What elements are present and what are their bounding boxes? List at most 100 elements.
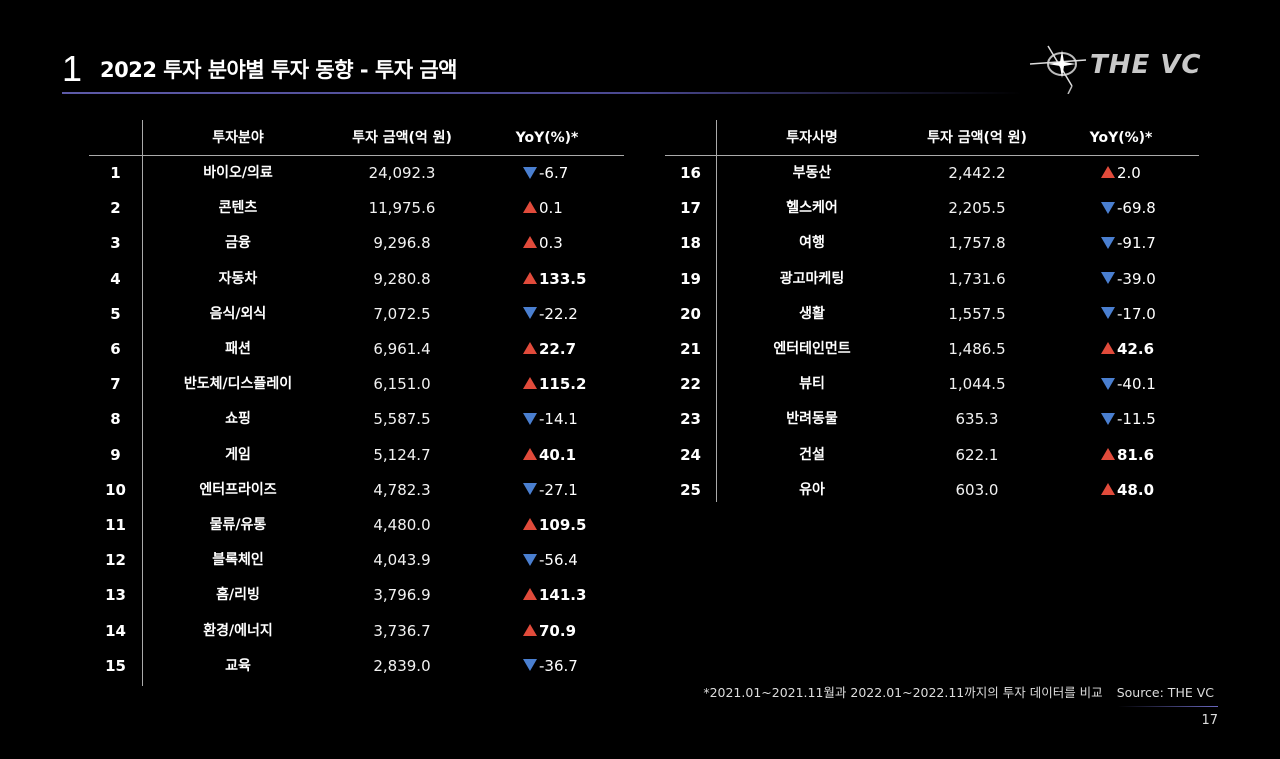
category-cell: 게임	[225, 446, 251, 463]
table-row: 18 여행 1,757.8 -91.7	[665, 226, 1199, 261]
amount-cell: 3,736.7	[373, 621, 431, 640]
amount-cell: 2,839.0	[373, 656, 431, 675]
table-row: 1 바이오/의료 24,092.3 -6.7	[89, 156, 624, 191]
category-cell: 패션	[225, 341, 251, 357]
amount-cell: 4,043.9	[373, 551, 431, 570]
category-cell: 반려동물	[786, 411, 838, 428]
yoy-cell: -14.1	[523, 402, 578, 437]
rank-cell: 3	[110, 234, 121, 253]
amount-cell: 4,782.3	[373, 480, 431, 499]
amount-cell: 6,151.0	[373, 375, 431, 394]
yoy-cell: 133.5	[523, 262, 586, 297]
amount-cell: 1,731.6	[948, 269, 1006, 288]
yoy-value: -56.4	[539, 551, 578, 570]
amount-cell: 6,961.4	[373, 340, 431, 358]
table-row: 11 물류/유통 4,480.0 109.5	[89, 508, 624, 543]
yoy-value: -36.7	[539, 656, 578, 675]
table-row: 16 부동산 2,442.2 2.0	[665, 156, 1199, 191]
yoy-cell: 70.9	[523, 614, 576, 649]
rank-divider	[142, 120, 143, 686]
footnote: *2021.01~2021.11월과 2022.01~2022.11까지의 투자…	[703, 682, 1214, 701]
triangle-up-icon	[523, 377, 537, 390]
category-cell: 반도체/디스플레이	[183, 376, 293, 393]
rank-cell: 25	[680, 480, 701, 499]
triangle-down-icon	[1101, 377, 1115, 390]
triangle-down-icon	[1101, 307, 1115, 320]
yoy-cell: -39.0	[1101, 262, 1156, 297]
header-divider	[62, 92, 1022, 94]
category-cell: 쇼핑	[225, 411, 251, 428]
yoy-value: -14.1	[539, 410, 578, 429]
triangle-up-icon	[523, 518, 537, 530]
rank-cell: 24	[680, 445, 701, 464]
rank-cell: 4	[110, 269, 121, 288]
footer-divider	[1118, 706, 1218, 707]
yoy-value: 22.7	[539, 340, 577, 358]
amount-cell: 4,480.0	[373, 516, 431, 534]
yoy-value: 109.5	[539, 516, 587, 534]
amount-cell: 5,124.7	[373, 445, 431, 464]
rank-cell: 11	[105, 516, 126, 534]
triangle-up-icon	[523, 447, 537, 460]
yoy-cell: -36.7	[523, 649, 578, 684]
yoy-value: 40.1	[539, 445, 577, 464]
amount-cell: 1,557.5	[948, 304, 1006, 323]
rank-cell: 5	[110, 304, 121, 323]
triangle-down-icon	[523, 166, 537, 179]
rank-cell: 8	[110, 410, 121, 429]
table-row: 10 엔터프라이즈 4,782.3 -27.1	[89, 473, 624, 508]
triangle-down-icon	[523, 412, 537, 425]
yoy-value: 0.1	[539, 199, 563, 218]
yoy-value: 115.2	[539, 375, 587, 394]
star-swoosh-icon	[1029, 45, 1087, 94]
table-row: 12 블록체인 4,043.9 -56.4	[89, 543, 624, 578]
category-cell: 금융	[225, 235, 251, 252]
yoy-cell: -56.4	[523, 543, 578, 578]
yoy-cell: 22.7	[523, 332, 576, 367]
category-cell: 엔터테인먼트	[773, 341, 851, 357]
amount-cell: 1,486.5	[948, 340, 1006, 358]
yoy-cell: -40.1	[1101, 367, 1156, 402]
left-investment-table: 투자분야 투자 금액(억 원) YoY(%)* 1 바이오/의료 24,092.3 -…	[89, 120, 624, 686]
triangle-up-icon	[523, 271, 537, 284]
table-row: 25 유아 603.0 48.0	[665, 473, 1199, 508]
yoy-value: -6.7	[539, 164, 569, 182]
amount-cell: 7,072.5	[373, 304, 431, 323]
table-row: 3 금융 9,296.8 0.3	[89, 226, 624, 261]
triangle-up-icon	[1101, 342, 1115, 354]
footnote-text: *2021.01~2021.11월과 2022.01~2022.11까지의 투자…	[703, 685, 1103, 700]
triangle-down-icon	[523, 553, 537, 566]
triangle-down-icon	[523, 307, 537, 320]
rank-cell: 6	[110, 340, 121, 358]
triangle-down-icon	[523, 483, 537, 496]
header-amount: 투자 금액(억 원)	[927, 130, 1027, 146]
category-cell: 생활	[799, 305, 825, 322]
rank-cell: 17	[680, 199, 701, 218]
triangle-up-icon	[1101, 482, 1115, 495]
table-row: 23 반려동물 635.3 -11.5	[665, 402, 1199, 437]
header-underline	[665, 155, 1199, 156]
header-underline	[89, 155, 624, 156]
triangle-up-icon	[1101, 447, 1115, 460]
yoy-cell: 40.1	[523, 438, 576, 473]
header-category: 투자분야	[212, 130, 264, 146]
table-row: 6 패션 6,961.4 22.7	[89, 332, 624, 367]
amount-cell: 1,757.8	[948, 234, 1006, 253]
yoy-value: 42.6	[1117, 340, 1155, 358]
category-cell: 뷰티	[799, 376, 825, 393]
table-row: 14 환경/에너지 3,736.7 70.9	[89, 614, 624, 649]
yoy-cell: 0.3	[523, 226, 563, 261]
category-cell: 건설	[799, 446, 825, 463]
category-cell: 자동차	[218, 270, 258, 287]
category-cell: 헬스케어	[786, 200, 838, 217]
rank-cell: 10	[105, 480, 126, 499]
amount-cell: 2,205.5	[948, 199, 1006, 218]
rank-cell: 13	[105, 586, 126, 605]
table-row: 5 음식/외식 7,072.5 -22.2	[89, 297, 624, 332]
category-cell: 광고마케팅	[779, 270, 845, 287]
table-row: 4 자동차 9,280.8 133.5	[89, 262, 624, 297]
yoy-value: -69.8	[1117, 199, 1156, 218]
yoy-value: 48.0	[1117, 480, 1155, 499]
logo-text: THE VC	[1090, 50, 1202, 80]
yoy-cell: -91.7	[1101, 226, 1156, 261]
